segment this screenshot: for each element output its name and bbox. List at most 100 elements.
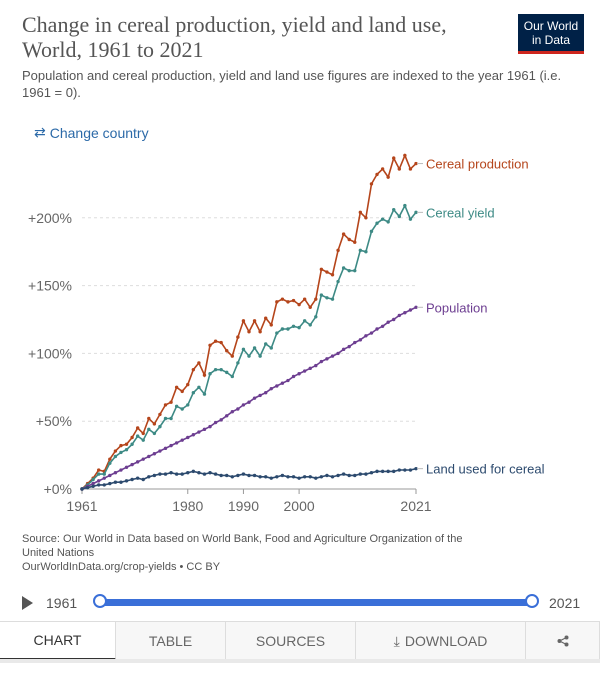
data-point	[241, 472, 246, 476]
data-point	[347, 237, 351, 242]
data-point	[369, 229, 374, 234]
data-point	[280, 297, 285, 301]
source-line-2: United Nations	[22, 547, 95, 559]
data-point	[369, 471, 374, 475]
timeline-track[interactable]	[100, 599, 532, 606]
y-tick-label: +200%	[28, 210, 72, 226]
timeline-start-handle[interactable]	[93, 594, 107, 608]
share-button[interactable]	[526, 622, 600, 660]
data-point	[147, 475, 151, 479]
data-point	[269, 323, 273, 327]
change-country-button[interactable]: ⇄ Change country	[34, 124, 149, 141]
data-point	[319, 359, 324, 364]
data-point	[358, 472, 363, 476]
tab-bar: CHART TABLE SOURCES ⤓ DOWNLOAD	[0, 621, 600, 661]
data-point	[330, 297, 335, 301]
timeline-start-label: 1961	[46, 595, 78, 611]
data-point	[297, 476, 301, 480]
tab-download[interactable]: ⤓ DOWNLOAD	[356, 622, 526, 660]
data-point	[208, 372, 212, 376]
download-icon: ⤓	[393, 632, 400, 649]
data-point	[186, 382, 190, 387]
data-point	[414, 161, 418, 166]
data-point	[124, 465, 129, 470]
tab-sources[interactable]: SOURCES	[226, 622, 356, 660]
data-point	[297, 302, 301, 307]
data-point	[219, 340, 223, 345]
data-point	[364, 334, 368, 338]
data-point	[380, 217, 385, 221]
data-point	[180, 389, 184, 394]
data-point	[308, 323, 312, 327]
data-point	[375, 172, 379, 177]
y-tick-label: +50%	[36, 413, 72, 429]
data-point	[347, 473, 351, 478]
data-point	[113, 454, 118, 459]
data-point	[247, 400, 251, 404]
owid-logo[interactable]: Our World in Data	[518, 14, 584, 54]
data-point	[252, 346, 257, 350]
data-point	[403, 203, 407, 208]
data-point	[386, 320, 390, 324]
data-point	[219, 367, 223, 372]
timeline-end-handle[interactable]	[525, 594, 539, 608]
data-point	[280, 381, 285, 385]
tab-table[interactable]: TABLE	[116, 622, 226, 660]
data-point	[408, 468, 413, 472]
data-point	[124, 447, 129, 452]
data-point	[386, 175, 390, 179]
timeline-end-label: 2021	[549, 595, 581, 611]
data-point	[325, 270, 329, 274]
data-point	[341, 472, 346, 476]
logo-line-2: in Data	[531, 32, 571, 47]
data-point	[130, 462, 134, 467]
data-point	[202, 392, 207, 396]
data-point	[247, 330, 251, 334]
swap-arrows-icon: ⇄	[34, 124, 46, 140]
data-point	[152, 473, 157, 478]
data-point	[341, 266, 346, 270]
x-tick-label: 2000	[284, 498, 315, 514]
data-point	[397, 468, 401, 472]
data-point	[236, 335, 240, 339]
data-point	[414, 466, 418, 471]
data-point	[174, 385, 179, 389]
data-point	[225, 473, 229, 478]
data-point	[124, 442, 129, 446]
data-point	[97, 472, 101, 476]
logo-line-1: Our World	[523, 18, 579, 33]
y-tick-label: +100%	[28, 345, 72, 361]
data-point	[302, 297, 307, 301]
data-point	[414, 210, 418, 215]
data-point	[236, 361, 240, 365]
data-point	[325, 296, 329, 300]
data-point	[197, 361, 201, 365]
data-point	[269, 476, 273, 480]
data-point	[347, 344, 351, 349]
data-point	[375, 469, 379, 474]
play-icon[interactable]	[22, 596, 33, 610]
data-point	[392, 317, 396, 322]
data-point	[392, 156, 396, 160]
data-point	[241, 347, 246, 352]
data-point	[213, 420, 218, 425]
data-point	[230, 374, 234, 379]
data-point	[135, 426, 140, 430]
data-point	[314, 476, 318, 480]
tab-chart-label: CHART	[33, 632, 82, 648]
data-point	[286, 300, 290, 304]
data-point	[230, 354, 234, 358]
x-tick-label: 2021	[400, 498, 431, 514]
data-point	[213, 339, 218, 343]
data-point	[302, 475, 307, 479]
data-point	[330, 475, 335, 479]
data-point	[408, 167, 413, 171]
data-point	[291, 475, 296, 479]
data-point	[269, 386, 273, 391]
data-point	[208, 343, 212, 347]
data-point	[186, 471, 190, 475]
source-line-3[interactable]: OurWorldInData.org/crop-yields • CC BY	[22, 561, 221, 573]
series-label: Cereal yield	[426, 205, 495, 220]
tab-chart[interactable]: CHART	[0, 622, 116, 660]
data-point	[225, 414, 229, 418]
